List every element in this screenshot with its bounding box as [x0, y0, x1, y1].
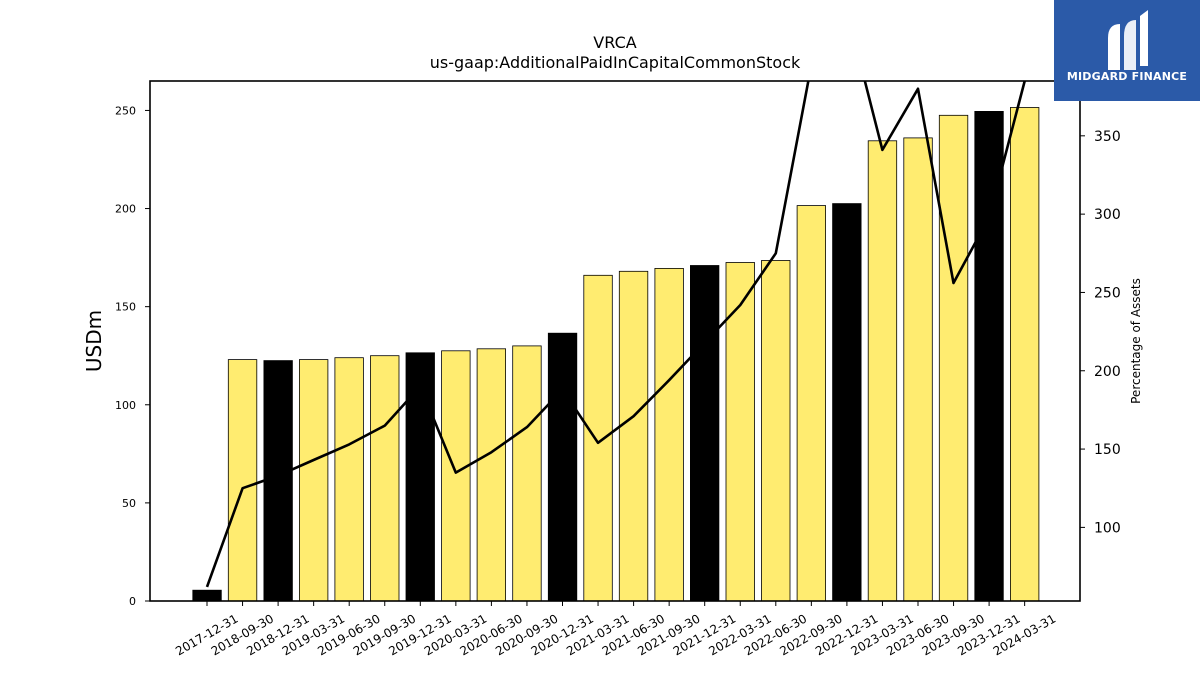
bar-2017-12-31 — [192, 589, 222, 602]
bar-2018-12-31 — [263, 360, 293, 602]
y-tick-label-0: 0 — [129, 595, 136, 608]
y2-tick-label-300: 300 — [1094, 207, 1121, 223]
bar-2023-12-31 — [974, 111, 1004, 602]
bar-2020-12-31 — [547, 332, 578, 602]
line-layer — [205, 81, 1026, 588]
bar-2019-03-31 — [298, 359, 329, 602]
y2-axis-label: Percentage of Assets — [1129, 278, 1143, 404]
brand-logo: MIDGARD FINANCE — [1054, 0, 1200, 101]
y2-tick-label-250: 250 — [1094, 285, 1121, 301]
y-axis-label: USDm — [82, 310, 106, 372]
bar-2023-03-31 — [867, 140, 898, 602]
bar-2022-03-31 — [725, 262, 755, 602]
bar-2018-09-30 — [227, 359, 258, 602]
y-tick-label-250: 250 — [115, 104, 136, 117]
logo-text: MIDGARD FINANCE — [1066, 70, 1188, 83]
bar-2020-09-30 — [512, 345, 542, 602]
y-tick-label-100: 100 — [115, 399, 136, 412]
bar-2019-09-30 — [370, 355, 400, 602]
y-tick-label-200: 200 — [115, 203, 136, 216]
bar-2021-12-31 — [690, 265, 720, 602]
y2-tick-label-350: 350 — [1094, 129, 1121, 145]
bar-2022-09-30 — [796, 205, 826, 602]
bar-2020-03-31 — [441, 350, 471, 602]
bar-2021-06-30 — [618, 270, 649, 602]
bar-2019-12-31 — [405, 352, 435, 602]
bar-2024-03-31 — [1010, 107, 1040, 602]
bar-2021-09-30 — [654, 267, 684, 602]
y2-tick-label-150: 150 — [1094, 442, 1121, 458]
bar-2019-06-30 — [334, 357, 364, 602]
bar-2020-06-30 — [476, 348, 507, 602]
bar-2022-12-31 — [832, 203, 862, 602]
logo-mark-icon — [1108, 10, 1148, 70]
chart-title: VRCA — [593, 33, 636, 52]
y2-tick-label-200: 200 — [1094, 364, 1121, 380]
y2-tick-label-100: 100 — [1094, 520, 1121, 536]
plot-frame — [149, 80, 1081, 602]
y-tick-label-50: 50 — [122, 497, 136, 510]
percentage-line — [205, 81, 1026, 588]
bars-layer — [192, 107, 1040, 602]
y-tick-label-150: 150 — [115, 301, 136, 314]
chart-subtitle: us-gaap:AdditionalPaidInCapitalCommonSto… — [430, 53, 801, 72]
bar-2023-06-30 — [903, 137, 933, 602]
bar-2022-06-30 — [761, 260, 791, 602]
bar-2021-03-31 — [583, 274, 613, 602]
bar-2023-09-30 — [938, 114, 969, 602]
